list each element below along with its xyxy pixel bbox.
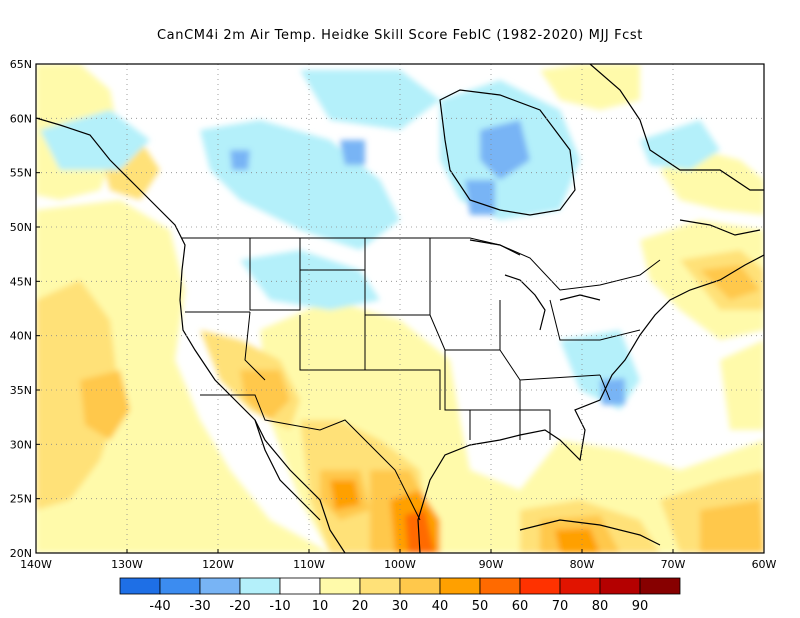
lon-tick-label: 90W <box>479 558 504 571</box>
colorbar-swatch <box>239 577 281 595</box>
colorbar-swatch <box>479 577 521 595</box>
chart-title: CanCM4i 2m Air Temp. Heidke Skill Score … <box>157 28 643 43</box>
colorbar-swatch <box>519 577 561 595</box>
colorbar-swatch <box>599 577 641 595</box>
colorbar-swatch <box>639 577 681 595</box>
us-canada-border <box>182 237 661 291</box>
lat-tick-label: 55N <box>10 167 32 180</box>
gulf-atlantic-coast <box>417 254 764 553</box>
lat-tick-label: 65N <box>10 58 32 71</box>
lon-tick-label: 120W <box>202 558 234 571</box>
colorbar-label: 60 <box>512 599 529 614</box>
lon-tick-label: 70W <box>661 558 686 571</box>
lon-tick-label: 110W <box>293 558 325 571</box>
borders <box>182 237 661 521</box>
lon-tick-label: 130W <box>111 558 143 571</box>
lat-tick-label: 45N <box>10 275 32 288</box>
colorbar-swatch <box>399 577 441 595</box>
colorbar-swatch <box>279 577 321 595</box>
colorbar-swatch <box>199 577 241 595</box>
lat-tick-label: 50N <box>10 221 32 234</box>
colorbar-label: -20 <box>229 599 250 614</box>
labrador-coast <box>589 64 764 191</box>
lat-tick-label: 30N <box>10 438 32 451</box>
colorbar-label: 80 <box>592 599 609 614</box>
lon-tick-label: 80W <box>570 558 595 571</box>
cuba <box>519 519 661 546</box>
colorbar-label: -30 <box>189 599 210 614</box>
lon-tick-label: 60W <box>752 558 777 571</box>
lat-tick-label: 40N <box>10 330 32 343</box>
colorbar-label: 20 <box>352 599 369 614</box>
colorbar-label: -10 <box>269 599 290 614</box>
us-mexico-border <box>200 394 421 521</box>
colorbar-label: 50 <box>472 599 489 614</box>
baja-peninsula <box>254 419 321 521</box>
colorbar-swatch <box>319 577 361 595</box>
colorbar-label: 30 <box>392 599 409 614</box>
skill-shading <box>36 64 764 553</box>
colorbar-label: 90 <box>632 599 649 614</box>
colorbar-swatch <box>559 577 601 595</box>
state-borders <box>185 238 641 440</box>
colorbar-label: 10 <box>312 599 329 614</box>
colorbar-label: 40 <box>432 599 449 614</box>
lon-tick-label: 140W <box>20 558 52 571</box>
colorbar: -40 -30 -20 -10 10 20 30 40 50 60 70 80 90 <box>119 577 681 614</box>
colorbar-swatch <box>359 577 401 595</box>
colorbar-swatch <box>119 577 161 595</box>
lon-tick-label: 100W <box>384 558 416 571</box>
lat-tick-label: 35N <box>10 384 32 397</box>
hudson-bay <box>439 89 576 216</box>
colorbar-swatch <box>439 577 481 595</box>
lat-tick-label: 25N <box>10 493 32 506</box>
pacific-coast <box>36 117 346 553</box>
lat-tick-label: 20N <box>10 547 32 560</box>
lat-tick-label: 60N <box>10 112 32 125</box>
colorbar-swatch <box>159 577 201 595</box>
longitude-axis: 140W 130W 120W 110W 100W 90W 80W 70W 60W <box>20 549 777 571</box>
colorbar-label: -40 <box>149 599 170 614</box>
st-lawrence <box>679 219 761 236</box>
colorbar-label: 70 <box>552 599 569 614</box>
latitude-axis: 20N 25N 30N 35N 40N 45N 50N 55N 60N 65N <box>10 58 40 560</box>
